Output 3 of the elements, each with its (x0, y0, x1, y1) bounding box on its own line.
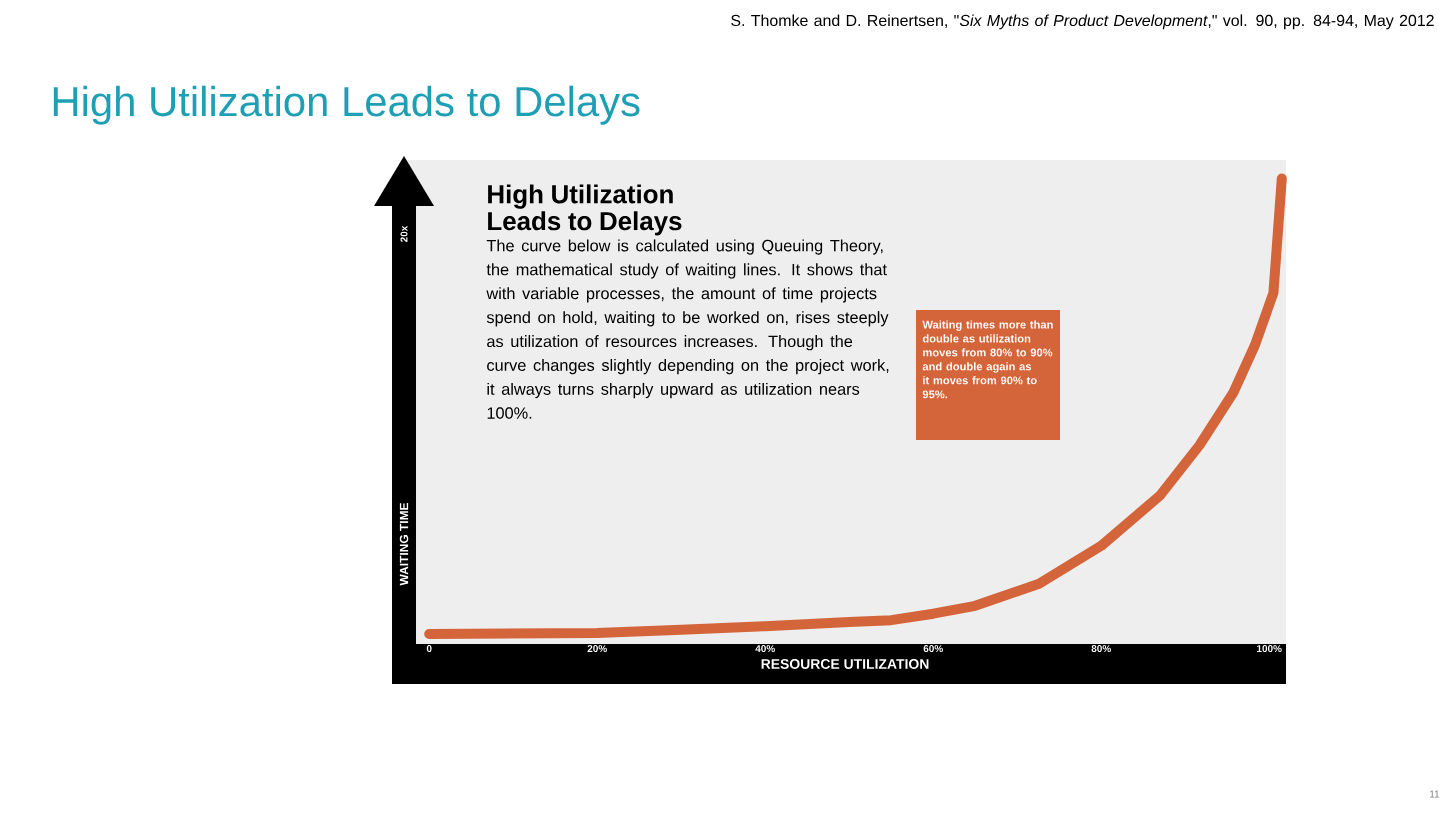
chart-title: High Utilization Leads to Delays (53, 85, 640, 125)
text: High Utilization Leads to Delays (488, 184, 682, 236)
annotation: The curve below is calculated using Queuing Theory, the mathematical study of waiting lines. It shows that with variable processes, the amount of time projects spend on hold, waiting to be worked on, rises steeply as utilization of resources increases. Though the curve changes slightly depending on the project work, it always turns sharply upward as utilization nears 100%. (486, 239, 889, 419)
